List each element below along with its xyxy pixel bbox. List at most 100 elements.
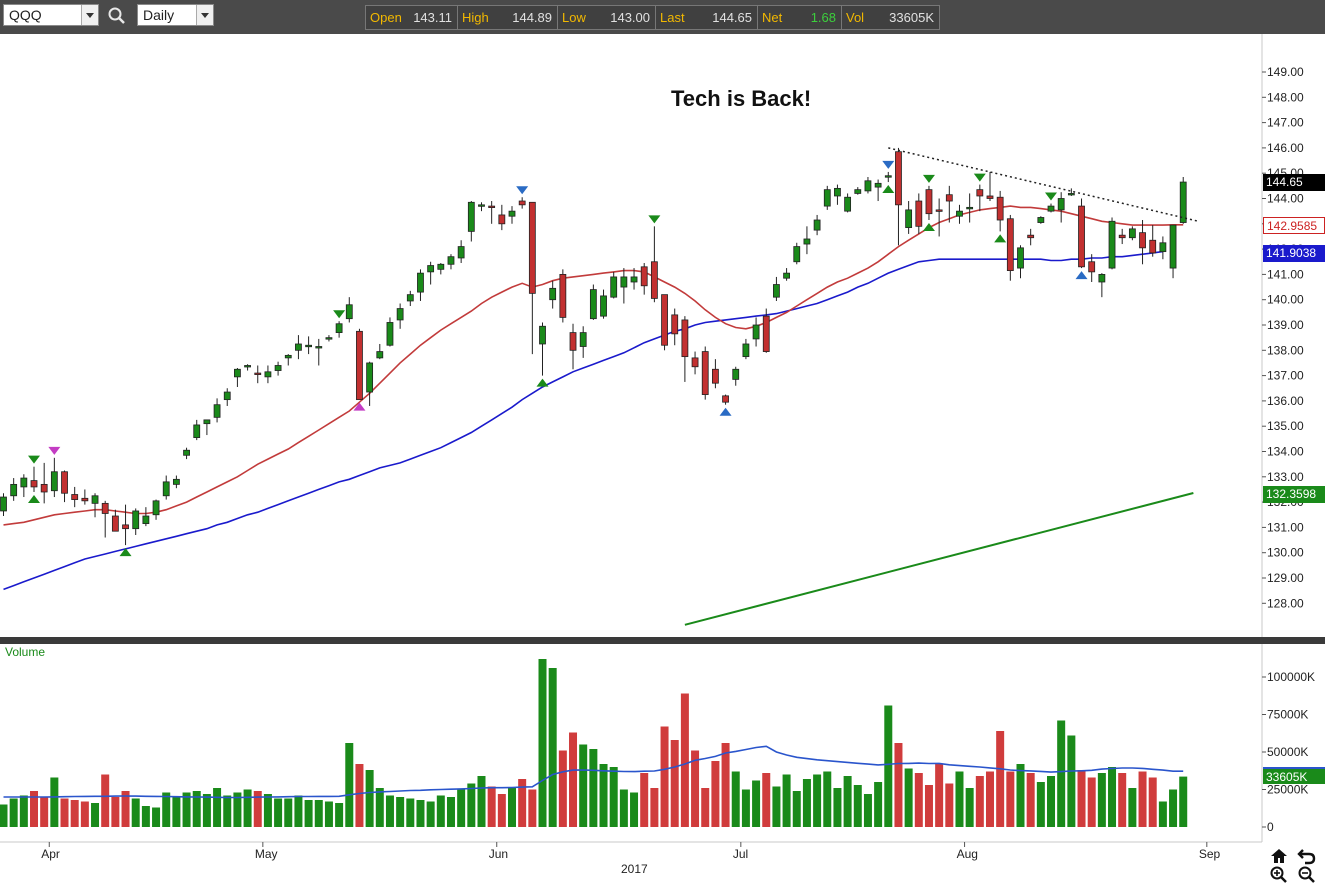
quote-bar: Open 143.11 High 144.89 Low 143.00 Last 144.65 N… xyxy=(365,5,940,30)
volume-bar xyxy=(965,788,974,827)
month-label: May xyxy=(255,847,278,861)
period-select[interactable]: Daily xyxy=(137,4,214,26)
month-label: Apr xyxy=(41,847,60,861)
price-tick-label: 139.00 xyxy=(1267,318,1304,332)
quote-open-value: 143.11 xyxy=(413,10,452,25)
price-tick-label: 136.00 xyxy=(1267,394,1304,408)
volume-bar xyxy=(263,794,272,827)
candle-body xyxy=(376,351,384,359)
candle-body xyxy=(1108,220,1116,269)
candle-body xyxy=(1017,247,1024,269)
candle xyxy=(986,171,994,202)
pivot-marker xyxy=(1045,192,1058,201)
volume-bar xyxy=(741,789,750,827)
candle xyxy=(701,346,709,400)
candle xyxy=(183,447,190,460)
zoom-in-icon[interactable] xyxy=(1269,865,1289,885)
candle xyxy=(834,184,841,205)
candle-body xyxy=(762,315,770,352)
quote-low-value: 143.00 xyxy=(610,10,650,25)
volume-bar xyxy=(721,743,730,827)
candle xyxy=(559,269,567,323)
price-tick-label: 133.00 xyxy=(1267,470,1304,484)
volume-bar xyxy=(1006,771,1015,827)
volume-bar xyxy=(762,773,771,827)
volume-bar xyxy=(1057,720,1066,827)
candle xyxy=(579,326,587,358)
undo-icon[interactable] xyxy=(1297,846,1317,866)
candle xyxy=(681,316,689,382)
candle xyxy=(793,242,801,265)
candle xyxy=(528,201,536,355)
candle xyxy=(661,294,668,351)
volume-bar xyxy=(1138,771,1147,827)
candle-body xyxy=(579,332,587,347)
volume-bar xyxy=(691,750,700,827)
candle xyxy=(1149,225,1157,257)
candle-body xyxy=(427,265,435,273)
candle-body xyxy=(305,344,313,348)
period-dropdown-icon[interactable] xyxy=(196,5,213,25)
candle xyxy=(305,336,313,355)
candle xyxy=(366,361,374,406)
chart-area[interactable]: 149.00148.00147.00146.00145.00144.00143.… xyxy=(0,34,1325,884)
price-tick-label: 140.00 xyxy=(1267,293,1304,307)
volume-bar xyxy=(843,776,852,827)
volume-bar xyxy=(1108,767,1117,827)
candle-body xyxy=(874,182,882,188)
candle xyxy=(203,419,211,436)
home-icon[interactable] xyxy=(1269,846,1289,866)
candle xyxy=(132,508,140,535)
candle-body xyxy=(1149,239,1157,254)
zoom-out-icon[interactable] xyxy=(1297,865,1317,885)
candle-body xyxy=(671,314,679,335)
volume-bar xyxy=(538,659,547,827)
volume-bar xyxy=(497,794,506,827)
month-label: Sep xyxy=(1199,847,1221,861)
candle-body xyxy=(386,322,394,346)
candle-body xyxy=(610,276,618,298)
volume-bar xyxy=(467,783,476,827)
candle-body xyxy=(81,497,89,502)
symbol-dropdown-icon[interactable] xyxy=(81,5,98,25)
volume-bar xyxy=(924,785,933,827)
price-tick-label: 128.00 xyxy=(1267,596,1304,610)
quote-high-value: 144.89 xyxy=(512,10,552,25)
symbol-input[interactable]: QQQ xyxy=(3,4,99,26)
candle-body xyxy=(1067,193,1075,196)
volume-bar xyxy=(172,797,181,827)
candle-body xyxy=(1159,242,1167,253)
candle xyxy=(162,475,170,500)
candle xyxy=(193,419,201,441)
quote-last-label: Last xyxy=(660,10,685,25)
price-tick-label: 144.00 xyxy=(1267,192,1304,206)
candle xyxy=(915,193,923,234)
volume-bar xyxy=(1179,776,1188,827)
volume-bar xyxy=(223,795,232,827)
candle xyxy=(945,185,953,223)
candle-body xyxy=(925,189,933,215)
candle xyxy=(864,176,872,194)
candle-body xyxy=(1098,273,1106,283)
volume-bar xyxy=(558,750,567,827)
volume-bar xyxy=(70,800,79,827)
volume-bar xyxy=(853,785,862,827)
volume-tick-label: 50000K xyxy=(1267,745,1308,759)
candle-body xyxy=(1078,205,1085,268)
volume-bar xyxy=(30,791,39,827)
search-icon[interactable] xyxy=(107,6,127,26)
candle xyxy=(30,466,38,492)
pivot-marker xyxy=(973,173,986,182)
candle xyxy=(712,359,719,389)
candle-body xyxy=(681,319,689,358)
volume-tick-label: 100000K xyxy=(1267,670,1315,684)
candle xyxy=(325,335,333,342)
candle-body xyxy=(518,200,526,206)
chart-title: Tech is Back! xyxy=(671,86,812,111)
volume-bar xyxy=(304,800,313,827)
candle xyxy=(488,201,496,224)
quote-last-value: 144.65 xyxy=(712,10,752,25)
price-label-ma-blue: 141.9038 xyxy=(1263,245,1325,262)
candle xyxy=(111,509,119,532)
volume-bar xyxy=(355,764,364,827)
